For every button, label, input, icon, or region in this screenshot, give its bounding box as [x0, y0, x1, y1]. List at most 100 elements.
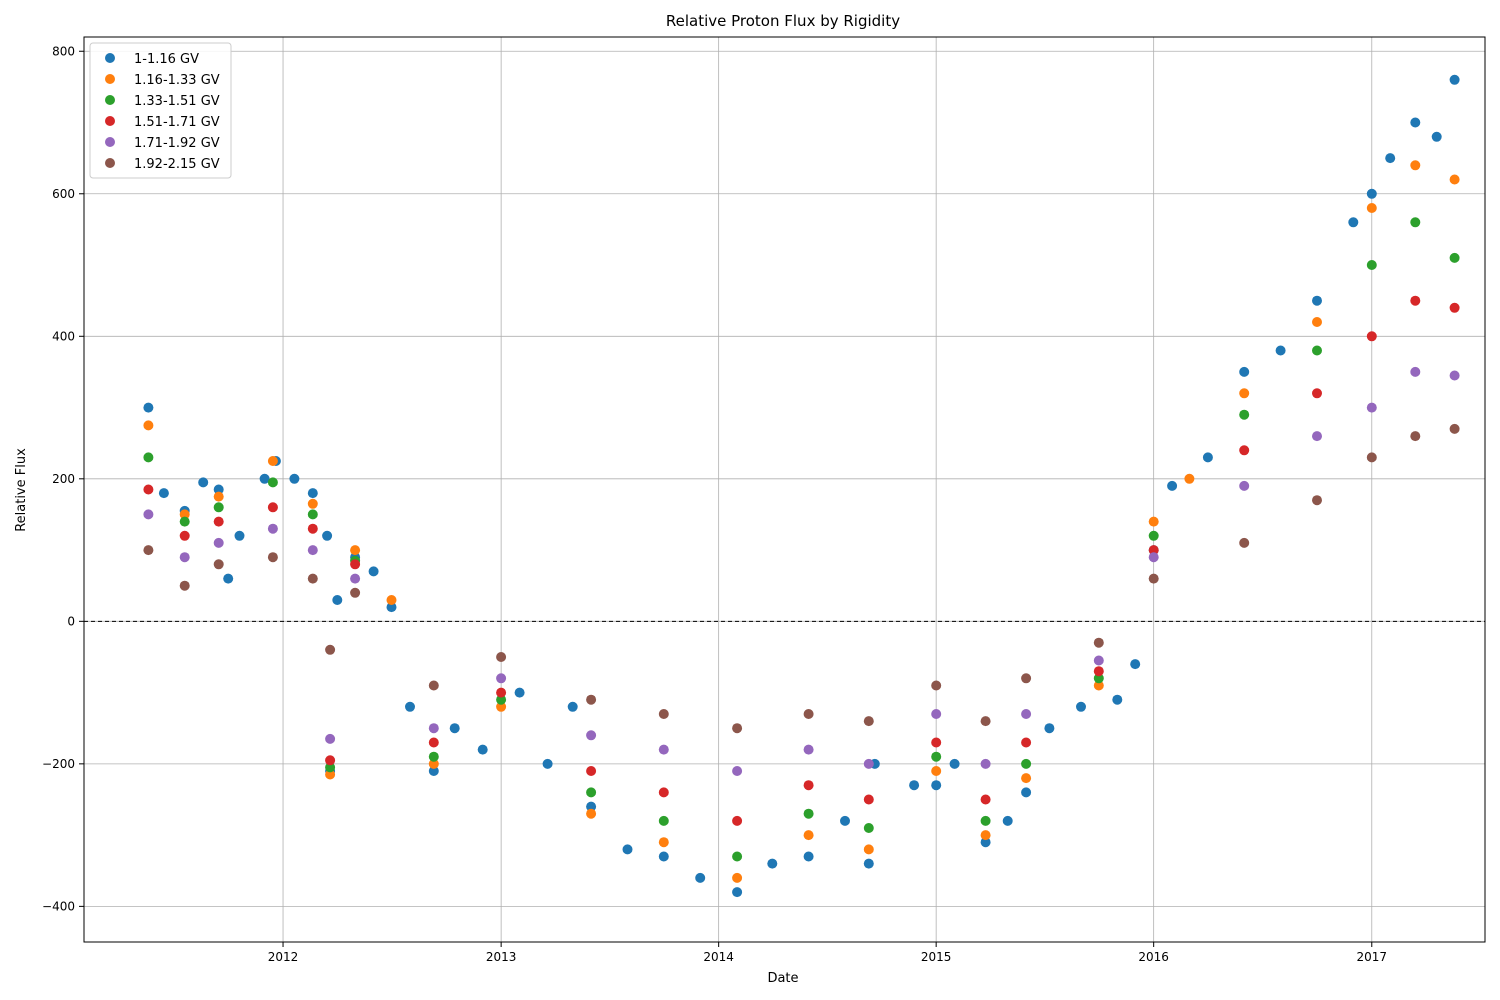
- data-point: [909, 780, 920, 791]
- data-point: [267, 502, 278, 513]
- data-point: [198, 477, 209, 488]
- data-point: [732, 815, 743, 826]
- data-point: [350, 587, 361, 598]
- data-point: [428, 737, 439, 748]
- data-point: [931, 737, 942, 748]
- data-point: [234, 530, 245, 541]
- data-point: [586, 808, 597, 819]
- data-point: [428, 766, 439, 776]
- data-point: [350, 573, 361, 584]
- data-point: [1239, 480, 1250, 491]
- data-point: [213, 537, 224, 548]
- data-point: [307, 573, 318, 584]
- data-point: [980, 830, 991, 841]
- data-point: [428, 758, 439, 769]
- plot-frame: [83, 36, 1486, 943]
- data-point: [496, 652, 507, 662]
- y-axis-label: Relative Flux: [14, 448, 29, 532]
- data-point: [863, 758, 874, 769]
- legend: 1-1.16 GV 1.16-1.33 GV 1.33-1.51 GV 1.51-1.…: [89, 42, 232, 179]
- y-tick-label: 800: [52, 44, 75, 58]
- legend-label: 1-1.16 GV: [134, 52, 199, 67]
- data-point: [259, 473, 270, 484]
- data-point: [1410, 217, 1421, 228]
- data-point: [1431, 131, 1442, 142]
- y-tick-label: −400: [42, 899, 75, 913]
- data-point: [1148, 530, 1159, 541]
- plot-points: [143, 74, 1460, 898]
- data-point: [1021, 773, 1032, 784]
- data-point: [863, 823, 874, 833]
- data-point: [1044, 723, 1055, 734]
- data-point: [980, 758, 991, 769]
- data-point: [1021, 673, 1032, 684]
- data-point: [1239, 537, 1250, 548]
- data-point: [1449, 74, 1460, 85]
- data-point: [1366, 203, 1377, 213]
- data-point: [1021, 787, 1032, 798]
- data-point: [267, 456, 278, 466]
- data-point: [386, 595, 397, 605]
- series-2: [143, 160, 1460, 883]
- y-axis: −400 −200 0 200 400 600 800: [42, 44, 84, 913]
- data-point: [449, 723, 460, 734]
- data-point: [1366, 452, 1377, 463]
- data-point: [1449, 174, 1460, 185]
- data-point: [658, 744, 669, 755]
- data-point: [179, 516, 190, 527]
- data-point: [732, 723, 743, 734]
- data-point: [325, 762, 336, 773]
- data-point: [368, 566, 379, 577]
- legend-marker: [105, 53, 115, 63]
- data-point: [863, 858, 874, 869]
- data-point: [428, 751, 439, 762]
- data-point: [1366, 188, 1377, 199]
- data-point: [428, 680, 439, 691]
- data-point: [1410, 117, 1421, 128]
- data-point: [658, 851, 669, 862]
- data-point: [931, 780, 942, 791]
- data-point: [179, 509, 190, 520]
- x-axis-label: Date: [767, 971, 798, 986]
- data-point: [213, 516, 224, 527]
- data-point: [1312, 295, 1322, 306]
- data-point: [1449, 370, 1460, 381]
- data-point: [586, 730, 597, 741]
- data-point: [477, 744, 488, 755]
- data-point: [1093, 637, 1104, 648]
- data-point: [386, 602, 397, 613]
- data-point: [1312, 388, 1322, 399]
- data-point: [980, 794, 991, 805]
- y-tick-label: 200: [52, 472, 75, 486]
- data-point: [1093, 680, 1104, 691]
- data-point: [179, 552, 190, 563]
- data-point: [1449, 302, 1460, 313]
- data-point: [307, 498, 318, 509]
- x-tick-label: 2013: [486, 950, 517, 964]
- data-point: [863, 794, 874, 805]
- data-point: [1449, 423, 1460, 434]
- data-point: [586, 801, 597, 812]
- data-point: [1076, 701, 1086, 712]
- data-point: [658, 815, 669, 826]
- legend-marker: [105, 116, 115, 126]
- data-point: [213, 491, 224, 502]
- x-tick-label: 2015: [921, 950, 952, 964]
- data-point: [803, 808, 814, 819]
- legend-box: [89, 42, 232, 179]
- data-point: [1184, 473, 1195, 484]
- data-point: [1239, 445, 1250, 456]
- data-point: [213, 502, 224, 513]
- data-point: [658, 837, 669, 848]
- data-point: [325, 733, 336, 744]
- data-point: [1202, 452, 1213, 463]
- series-1: [143, 74, 1460, 898]
- data-point: [803, 744, 814, 755]
- data-point: [325, 755, 336, 766]
- x-tick-label: 2012: [268, 950, 299, 964]
- data-point: [863, 844, 874, 855]
- data-point: [1021, 737, 1032, 748]
- data-point: [1312, 317, 1322, 327]
